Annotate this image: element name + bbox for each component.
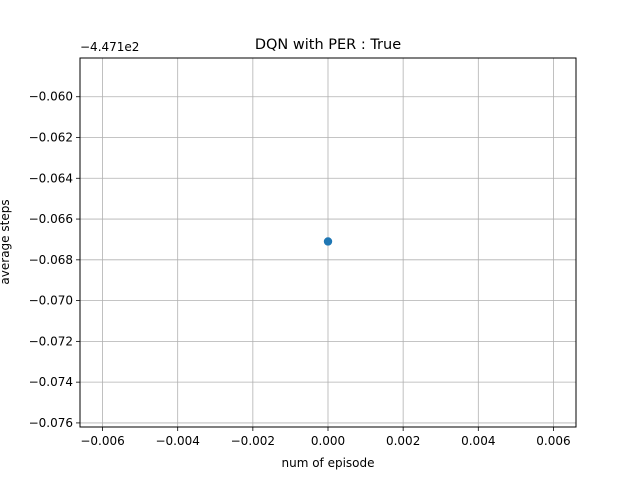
- y-axis-label: average steps: [0, 199, 12, 284]
- x-axis-label: num of episode: [281, 456, 374, 470]
- x-tick-label: −0.002: [231, 434, 275, 448]
- y-tick-label: −0.070: [29, 294, 73, 308]
- data-points: [323, 237, 333, 246]
- y-tick-label: −0.072: [29, 334, 73, 348]
- x-tick-label: 0.006: [536, 434, 570, 448]
- chart-title: DQN with PER : True: [255, 37, 401, 53]
- x-tick-label: −0.006: [80, 434, 124, 448]
- grid: [80, 58, 576, 427]
- x-tick-label: −0.004: [155, 434, 199, 448]
- y-tick-label: −0.076: [29, 416, 73, 430]
- y-offset-label: −4.471e2: [80, 40, 139, 54]
- y-tick-label: −0.062: [29, 131, 73, 145]
- y-tick-label: −0.074: [29, 375, 73, 389]
- y-tick-label: −0.064: [29, 171, 73, 185]
- axis-ticks: −0.006 −0.004 −0.002 0.000 0.002 0.004 0.006 −0…: [29, 90, 571, 448]
- data-point: [323, 237, 333, 246]
- x-tick-label: 0.000: [311, 434, 345, 448]
- y-tick-label: −0.060: [29, 90, 73, 104]
- x-tick-label: 0.002: [386, 434, 420, 448]
- y-tick-label: −0.066: [29, 212, 73, 226]
- y-tick-label: −0.068: [29, 253, 73, 267]
- x-tick-label: 0.004: [461, 434, 495, 448]
